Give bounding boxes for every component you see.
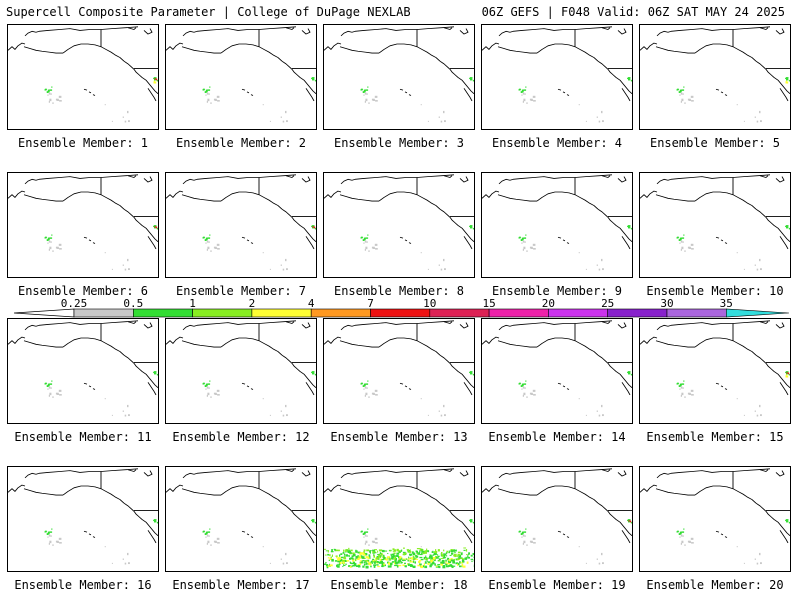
ensemble-member-label: Ensemble Member: 2 [175,136,307,150]
member-map [8,319,158,423]
ensemble-member-label: Ensemble Member: 5 [649,136,781,150]
member-map [640,467,790,571]
ensemble-panel-10 [639,172,791,278]
ensemble-panel-18 [323,466,475,572]
ensemble-panel-9 [481,172,633,278]
ensemble-member-label: Ensemble Member: 9 [491,284,623,298]
member-map [482,25,632,129]
ensemble-member-label: Ensemble Member: 7 [175,284,307,298]
colorbar-segment [310,308,371,318]
colorbar-segment [251,308,312,318]
colorbar-segment [133,308,193,318]
colorbar-segment [73,308,134,318]
colorbar-segment [429,308,490,318]
ensemble-panel-19 [481,466,633,572]
ensemble-member-label: Ensemble Member: 13 [330,430,468,444]
ensemble-panel-4 [481,24,633,130]
map-title: Supercell Composite Parameter | College … [6,5,411,19]
ensemble-panel-3 [323,24,475,130]
colorbar-segment [548,308,609,318]
ensemble-member-label: Ensemble Member: 6 [17,284,149,298]
colorbar-segment [666,308,727,318]
ensemble-panel-14 [481,318,633,424]
colorbar-tick-label: 0.5 [123,298,143,310]
member-map [166,467,316,571]
member-map [166,173,316,277]
colorbar-segment [607,308,668,318]
ensemble-member-label: Ensemble Member: 16 [14,578,152,592]
member-map [640,173,790,277]
colorbar-tick-label: 30 [660,298,673,310]
colorbar-tick-label: 0.25 [61,298,88,310]
model-run-info: 06Z GEFS | F048 Valid: 06Z SAT MAY 24 20… [481,5,785,19]
member-map [482,319,632,423]
member-map [324,319,474,423]
ensemble-panel-1 [7,24,159,130]
member-map [324,173,474,277]
ensemble-panel-16 [7,466,159,572]
colorbar-tick-label: 15 [482,298,495,310]
member-map [324,467,474,571]
ensemble-member-label: Ensemble Member: 3 [333,136,465,150]
colorbar-tick-label: 25 [601,298,614,310]
ensemble-panel-2 [165,24,317,130]
member-map [640,25,790,129]
colorbar-segment [488,308,549,318]
colorbar-tick-label: 10 [423,298,436,310]
ensemble-panel-12 [165,318,317,424]
colorbar-tick-label: 7 [367,298,374,310]
colorbar-segment [192,308,253,318]
ensemble-member-label: Ensemble Member: 10 [646,284,784,298]
ensemble-member-label: Ensemble Member: 17 [172,578,310,592]
ensemble-panel-5 [639,24,791,130]
colorbar-tick-label: 1 [189,298,196,310]
ensemble-member-label: Ensemble Member: 19 [488,578,626,592]
ensemble-member-label: Ensemble Member: 18 [330,578,468,592]
ensemble-member-label: Ensemble Member: 8 [333,284,465,298]
ensemble-member-label: Ensemble Member: 20 [646,578,784,592]
ensemble-panel-15 [639,318,791,424]
colorbar-tick-label: 20 [542,298,555,310]
member-map [482,467,632,571]
color-scale-bar: 0.25 0.5 1 2 4 7 10 15 20 25 30 35 [14,298,789,320]
colorbar-over-arrow [725,308,789,318]
member-map [482,173,632,277]
ensemble-panel-17 [165,466,317,572]
ensemble-member-label: Ensemble Member: 1 [17,136,149,150]
ensemble-member-label: Ensemble Member: 15 [646,430,784,444]
member-map [166,25,316,129]
member-map [8,467,158,571]
ensemble-panel-8 [323,172,475,278]
ensemble-member-label: Ensemble Member: 14 [488,430,626,444]
member-map [324,25,474,129]
ensemble-panel-7 [165,172,317,278]
member-map [8,173,158,277]
ensemble-member-label: Ensemble Member: 11 [14,430,152,444]
ensemble-member-label: Ensemble Member: 4 [491,136,623,150]
ensemble-panel-11 [7,318,159,424]
member-map [640,319,790,423]
member-map [8,25,158,129]
member-map [166,319,316,423]
ensemble-member-label: Ensemble Member: 12 [172,430,310,444]
colorbar-under-arrow [14,308,75,318]
colorbar-segment [370,308,431,318]
colorbar-tick-label: 4 [308,298,315,310]
colorbar-tick-label: 2 [249,298,256,310]
ensemble-panel-6 [7,172,159,278]
ensemble-panel-13 [323,318,475,424]
ensemble-panel-20 [639,466,791,572]
colorbar-tick-label: 35 [720,298,733,310]
